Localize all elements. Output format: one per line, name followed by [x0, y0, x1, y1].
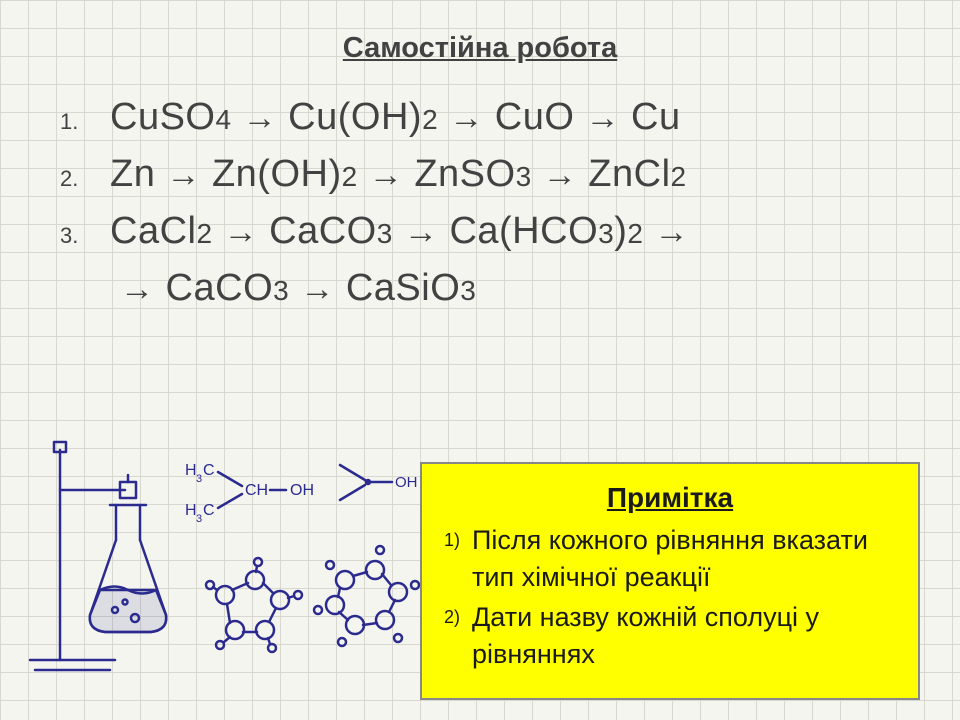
equation-body-1: CuSO4 → Cu(OH)2 → CuO → Cu: [110, 89, 681, 146]
svg-text:OH: OH: [290, 482, 314, 499]
equation-row: 3. CaCl2 → CaCO3 → Ca(HCO3)2 →: [60, 203, 960, 260]
equation-body-3: CaCl2 → CaCO3 → Ca(HCO3)2 →: [110, 203, 689, 260]
svg-text:3: 3: [196, 473, 202, 485]
note-item-text: Після кожного рівняння вказати тип хіміч…: [472, 522, 896, 595]
equation-row: 1. CuSO4 → Cu(OH)2 → CuO → Cu: [60, 89, 960, 146]
equation-number: 3.: [60, 219, 110, 252]
page-title: Самостійна робота: [0, 0, 960, 89]
svg-text:H: H: [185, 462, 197, 479]
equations-block: 1. CuSO4 → Cu(OH)2 → CuO → Cu 2. Zn → Zn…: [0, 89, 960, 317]
svg-text:C: C: [203, 502, 215, 519]
note-item: 1) Після кожного рівняння вказати тип хі…: [444, 522, 896, 595]
equation-body-2: Zn → Zn(OH)2 → ZnSO3 → ZnCl2: [110, 146, 687, 203]
svg-text:3: 3: [196, 513, 202, 525]
note-list: 1) Після кожного рівняння вказати тип хі…: [444, 522, 896, 672]
note-box: Примітка 1) Після кожного рівняння вказа…: [420, 462, 920, 700]
svg-text:C: C: [203, 462, 215, 479]
svg-text:CH: CH: [245, 482, 268, 499]
note-item-text: Дати назву кожній сполуці у рівняннях: [472, 599, 896, 672]
chemistry-doodles-icon: H3C H3C CH OH OH: [20, 420, 420, 700]
note-item: 2) Дати назву кожній сполуці у рівняннях: [444, 599, 896, 672]
note-title: Примітка: [444, 482, 896, 514]
equation-number: 1.: [60, 105, 110, 138]
svg-text:H: H: [185, 502, 197, 519]
svg-text:OH: OH: [395, 474, 418, 491]
equation-body-3-cont: → CaCO3 → CaSiO3: [60, 260, 960, 317]
note-item-number: 2): [444, 599, 472, 672]
equation-row: 2. Zn → Zn(OH)2 → ZnSO3 → ZnCl2: [60, 146, 960, 203]
note-item-number: 1): [444, 522, 472, 595]
equation-number: 2.: [60, 162, 110, 195]
